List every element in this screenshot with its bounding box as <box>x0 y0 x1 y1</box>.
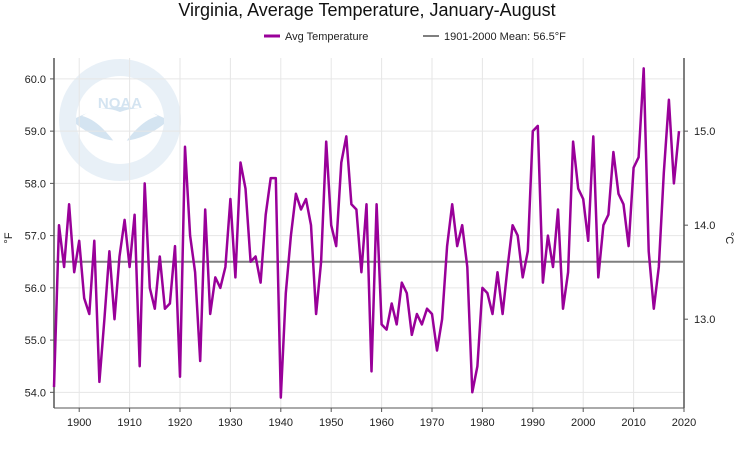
x-tick-label: 1920 <box>168 417 192 429</box>
x-tick-label: 1960 <box>369 417 393 429</box>
legend-label-avg-temperature: Avg Temperature <box>285 31 368 43</box>
noaa-watermark-logo: NOAA <box>59 59 181 181</box>
legend-label-mean: 1901-2000 Mean: 56.5°F <box>444 31 566 43</box>
y-tick-label-right: 14.0 <box>694 220 715 232</box>
y-tick-label-left: 56.0 <box>25 283 46 295</box>
y-tick-label-left: 54.0 <box>25 387 46 399</box>
y-tick-label-right: 15.0 <box>694 126 715 138</box>
x-tick-label: 1970 <box>420 417 444 429</box>
x-tick-label: 1930 <box>218 417 242 429</box>
y-tick-label-right: 13.0 <box>694 314 715 326</box>
x-tick-label: 2020 <box>672 417 696 429</box>
chart-title: Virginia, Average Temperature, January-A… <box>178 0 555 20</box>
x-tick-label: 1990 <box>521 417 545 429</box>
svg-text:NOAA: NOAA <box>98 95 142 112</box>
tick-labels: 54.0 55.0 56.0 57.0 58.0 59.0 60.0 1900 1910 1920… <box>25 74 716 429</box>
x-tick-label: 1900 <box>67 417 91 429</box>
y-axis-label-celsius: °C <box>723 232 735 244</box>
y-tick-label-left: 55.0 <box>25 335 46 347</box>
y-tick-label-left: 58.0 <box>25 178 46 190</box>
x-tick-label: 1940 <box>269 417 293 429</box>
legend: Avg Temperature 1901-2000 Mean: 56.5°F <box>264 31 566 43</box>
x-tick-label: 1910 <box>117 417 141 429</box>
y-tick-label-left: 57.0 <box>25 231 46 243</box>
x-tick-label: 1950 <box>319 417 343 429</box>
y-axis-label-fahrenheit: °F <box>3 232 15 243</box>
x-tick-label: 2010 <box>621 417 645 429</box>
y-tick-label-left: 60.0 <box>25 74 46 86</box>
y-tick-label-left: 59.0 <box>25 126 46 138</box>
x-tick-label: 1980 <box>470 417 494 429</box>
series-layer <box>52 67 684 399</box>
x-tick-label: 2000 <box>571 417 595 429</box>
avg-temperature-line <box>52 67 681 399</box>
